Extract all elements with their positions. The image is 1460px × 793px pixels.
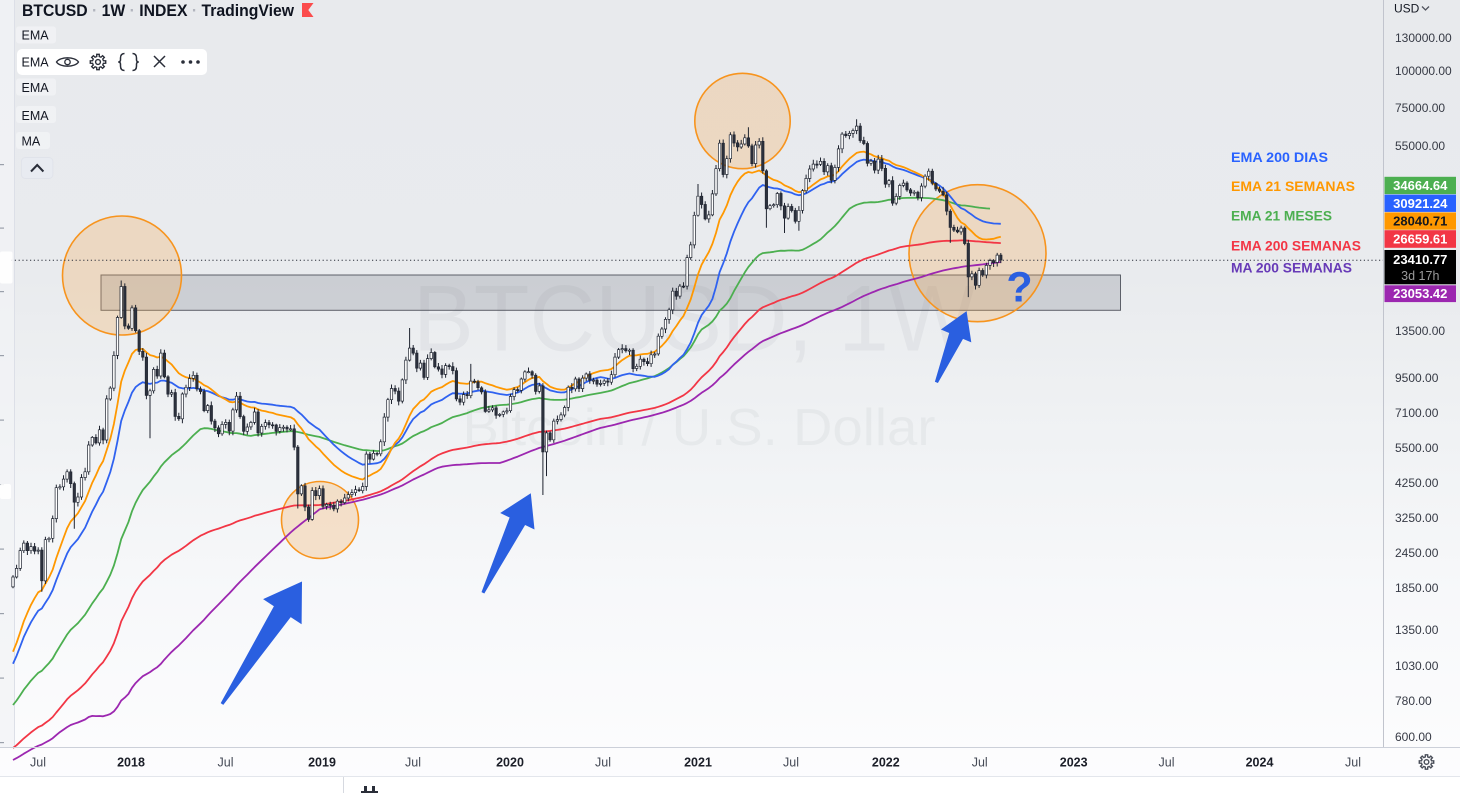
svg-text:13500.00: 13500.00 [1395, 324, 1445, 338]
svg-text:30921.24: 30921.24 [1393, 196, 1448, 211]
svg-text:3250.00: 3250.00 [1395, 511, 1439, 525]
svg-text:Jul: Jul [595, 756, 611, 770]
svg-text:7100.00: 7100.00 [1395, 406, 1439, 420]
svg-text:MA: MA [22, 135, 41, 149]
svg-text:1850.00: 1850.00 [1395, 581, 1439, 595]
svg-text:Bitcoin / U.S. Dollar: Bitcoin / U.S. Dollar [463, 399, 936, 457]
svg-text:EMA 21 SEMANAS: EMA 21 SEMANAS [1231, 178, 1355, 194]
svg-text:130000.00: 130000.00 [1395, 31, 1452, 45]
svg-text:EMA 21 MESES: EMA 21 MESES [1231, 208, 1332, 224]
svg-text:Jul: Jul [218, 756, 234, 770]
svg-text:BTCUSD, 1W: BTCUSD, 1W [413, 266, 975, 371]
svg-text:EMA 200 DIAS: EMA 200 DIAS [1231, 149, 1328, 165]
svg-text:2021: 2021 [684, 756, 712, 770]
svg-text:23053.42: 23053.42 [1393, 286, 1447, 301]
svg-text:EMA: EMA [22, 109, 50, 123]
svg-text:EMA: EMA [22, 56, 50, 70]
svg-text:Jul: Jul [783, 756, 799, 770]
svg-text:4250.00: 4250.00 [1395, 476, 1439, 490]
svg-text:Jul: Jul [1345, 756, 1361, 770]
svg-text:9500.00: 9500.00 [1395, 371, 1439, 385]
svg-text:2019: 2019 [308, 756, 336, 770]
svg-text:1350.00: 1350.00 [1395, 623, 1439, 637]
svg-text:28040.71: 28040.71 [1393, 214, 1447, 229]
svg-text:100000.00: 100000.00 [1395, 64, 1452, 78]
svg-text:2023: 2023 [1060, 756, 1088, 770]
svg-text:75000.00: 75000.00 [1395, 101, 1445, 115]
svg-text:2018: 2018 [117, 756, 145, 770]
svg-text:MA 200 SEMANAS: MA 200 SEMANAS [1231, 260, 1352, 276]
svg-text:?: ? [1006, 264, 1032, 312]
svg-text:26659.61: 26659.61 [1393, 232, 1447, 247]
svg-text:2450.00: 2450.00 [1395, 546, 1439, 560]
svg-text:Jul: Jul [972, 756, 988, 770]
svg-text:600.00: 600.00 [1395, 730, 1432, 744]
svg-text:Jul: Jul [405, 756, 421, 770]
svg-text:BTCUSD · 1W · INDEX · TradingV: BTCUSD · 1W · INDEX · TradingView [22, 2, 294, 20]
svg-text:EMA 200 SEMANAS: EMA 200 SEMANAS [1231, 238, 1361, 254]
svg-text:Jul: Jul [1159, 756, 1175, 770]
svg-text:3d 17h: 3d 17h [1401, 269, 1439, 283]
svg-text:1030.00: 1030.00 [1395, 659, 1439, 673]
svg-text:EMA: EMA [22, 81, 50, 95]
svg-text:2020: 2020 [496, 756, 524, 770]
svg-text:34664.64: 34664.64 [1393, 178, 1448, 193]
svg-text:EMA: EMA [22, 29, 50, 43]
svg-text:23410.77: 23410.77 [1393, 252, 1447, 267]
svg-text:5500.00: 5500.00 [1395, 441, 1439, 455]
svg-text:2024: 2024 [1246, 756, 1274, 770]
svg-text:USD: USD [1394, 2, 1420, 16]
svg-text:780.00: 780.00 [1395, 694, 1432, 708]
svg-text:55000.00: 55000.00 [1395, 139, 1445, 153]
svg-text:2022: 2022 [872, 756, 900, 770]
svg-text:Jul: Jul [30, 756, 46, 770]
